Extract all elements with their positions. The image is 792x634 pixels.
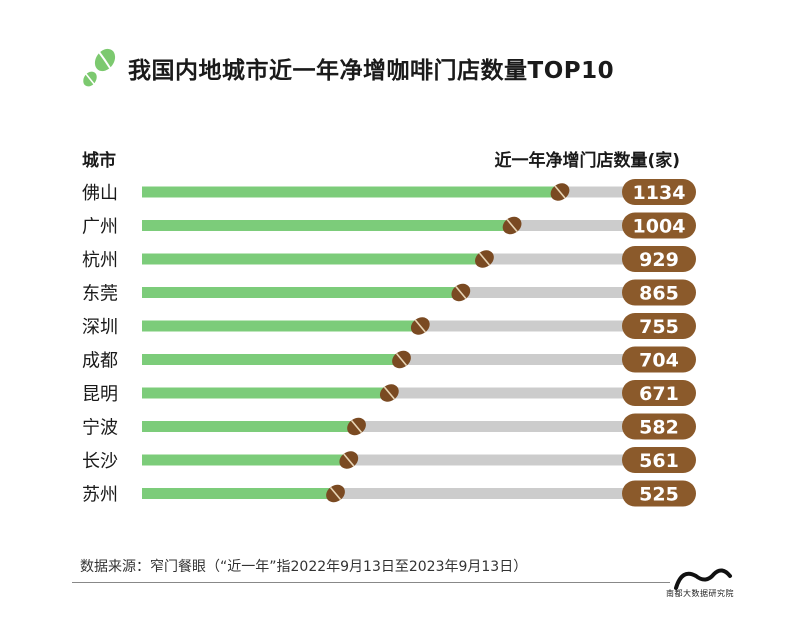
bar [142,488,336,499]
bar [142,387,390,399]
coffee-bean-icon [339,451,359,469]
bar-track [142,454,670,466]
data-source: 数据来源：窄门餐眼（“近一年”指2022年9月13日至2023年9月13日） [80,559,528,575]
value-label: 929 [639,249,679,271]
coffee-bean-icon [475,250,494,268]
city-label: 苏州 [82,485,118,506]
bar [142,354,402,365]
brand-name: 南都大数据研究院 [666,589,734,598]
value-badge [622,447,696,473]
bar-track [142,421,670,432]
value-column-header: 近一年净增门店数量(家) [494,151,680,171]
title-row: 我国内地城市近一年净增咖啡门店数量TOP10 [78,40,614,96]
value-label: 525 [639,484,679,506]
value-label: 561 [639,450,679,472]
value-badge [622,380,696,406]
value-badge [622,246,696,272]
coffee-bean-logo-icon [83,48,116,87]
footer-divider [72,582,670,583]
bar-track [142,387,670,399]
coffee-bean-icon [451,283,471,302]
coffee-bean-icon [392,350,411,369]
value-label: 865 [639,283,679,305]
value-label: 1004 [633,216,686,238]
city-column-header: 城市 [82,151,116,171]
city-label: 深圳 [82,317,118,338]
value-badge [622,212,696,239]
coffee-bean-icon [326,484,345,503]
city-label: 长沙 [82,451,118,472]
value-label: 704 [639,350,679,372]
bar [142,421,357,432]
city-label: 宁波 [82,418,118,439]
city-label: 东莞 [82,284,118,305]
brand-logo-icon [674,568,732,590]
value-badge [622,346,696,373]
city-label: 广州 [82,217,118,238]
value-badge [622,179,696,205]
city-label: 杭州 [82,250,118,271]
value-label: 582 [639,417,679,439]
coffee-bean-icon [502,216,522,235]
chart-title: 我国内地城市近一年净增咖啡门店数量TOP10 [128,58,615,84]
city-label: 佛山 [82,183,118,204]
coffee-bean-icon [410,317,430,335]
value-badge [622,480,696,507]
value-label: 671 [639,383,679,405]
bar [142,186,560,198]
value-label: 755 [639,316,679,338]
value-badge [622,313,696,339]
bar-track [142,488,670,499]
bar [142,454,349,466]
bar [142,320,421,332]
city-label: 成都 [82,351,118,372]
bar [142,287,461,298]
value-label: 1134 [633,182,686,204]
coffee-bean-icon [379,384,399,402]
bar [142,253,485,265]
city-label: 昆明 [82,384,118,405]
coffee-bean-icon [550,183,570,201]
value-badge [622,279,696,306]
bar [142,220,513,231]
value-badge [622,413,696,440]
coffee-bean-icon [347,417,366,436]
